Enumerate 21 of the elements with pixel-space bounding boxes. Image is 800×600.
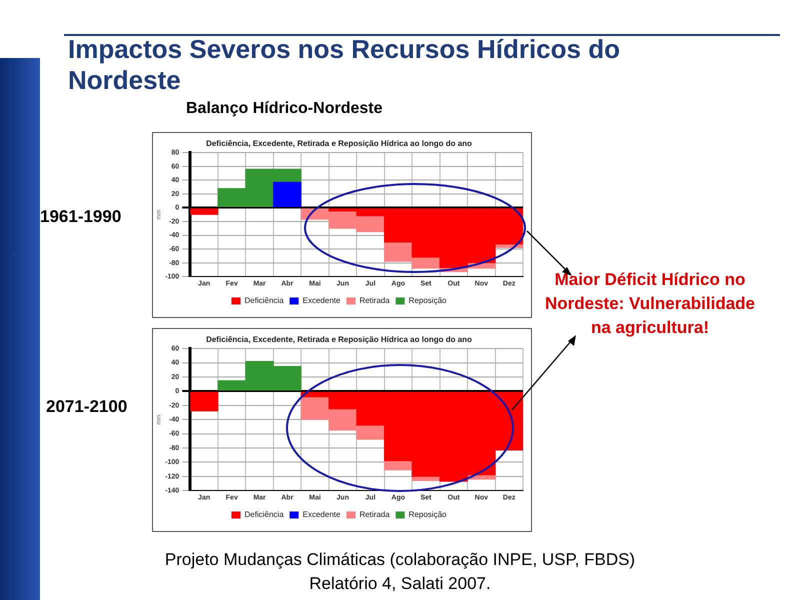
legend-label: Reposição [408, 510, 448, 520]
legend-label: Retirada [359, 296, 390, 306]
text: 1961-1990 [40, 207, 122, 227]
text: Projeto Mudanças Climáticas (colaboração INPE, USP, FBDS) Relatório 4, Salati 2007. [164, 549, 636, 595]
text: 2071-2100 [46, 397, 128, 417]
legend-label: Excedente [302, 296, 341, 306]
legend-label: Reposição [408, 296, 448, 306]
bar [190, 392, 218, 412]
bar [384, 460, 412, 470]
chart-title: Deficiência, Excedente, Retirada e Reposição Hídrica ao longo do ano [206, 335, 472, 344]
legend-label: Deficiência [244, 296, 284, 306]
bar [190, 208, 218, 215]
text: Impactos Severos nos Recursos Hídricos do Nordeste [68, 34, 621, 96]
legend-label: Excedente [302, 510, 341, 520]
legend-label: Retirada [359, 510, 390, 520]
bar [412, 476, 440, 481]
text: Balanço Hídrico-Nordeste [186, 100, 382, 118]
chart-title: Deficiência, Excedente, Retirada e Reposição Hídrica ao longo do ano [206, 139, 472, 148]
text: Maior Déficit Hídrico no Nordeste: Vulnerabilidade na agricultura! [544, 269, 756, 339]
legend-label: Deficiência [244, 510, 284, 520]
bar [273, 182, 302, 208]
